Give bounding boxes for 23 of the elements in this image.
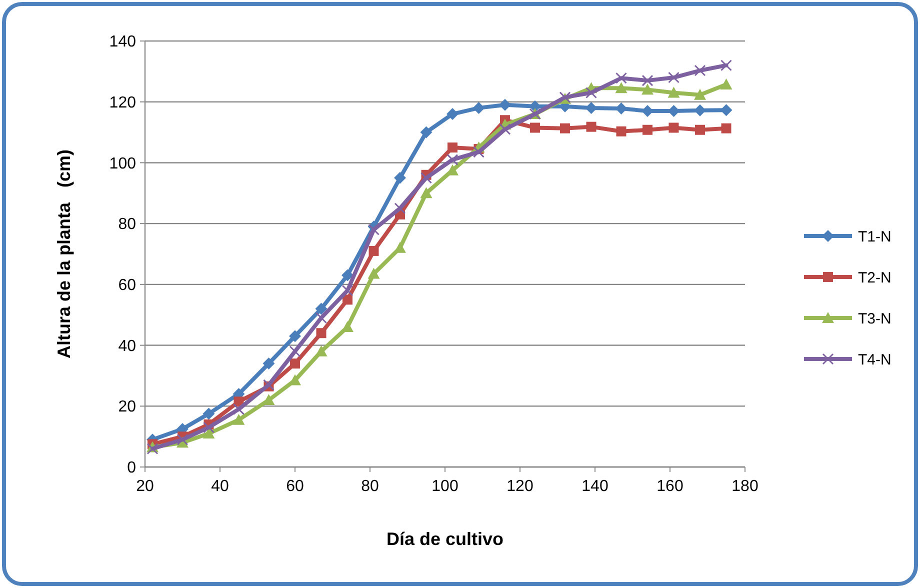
y-tick-label: 120 — [109, 94, 136, 112]
y-tick-label: 20 — [118, 398, 136, 416]
legend-label: T3-N — [858, 310, 892, 328]
y-axis-title: Altura de la planta (cm) — [54, 149, 74, 359]
x-tick-label: 20 — [136, 478, 154, 495]
legend-label: T4-N — [858, 351, 892, 368]
x-tick-label: 40 — [211, 478, 229, 495]
y-tick-label: 0 — [127, 460, 136, 477]
x-tick-label: 180 — [732, 478, 758, 495]
y-tick-label: 40 — [118, 338, 136, 355]
x-axis-title: Día de cultivo — [386, 529, 504, 549]
legend-label: T1-N — [858, 228, 892, 246]
y-tick-label: 140 — [109, 34, 136, 51]
y-tick-label: 60 — [118, 277, 136, 294]
legend-label: T2-N — [858, 269, 892, 286]
y-tick-label: 100 — [109, 155, 136, 172]
y-tick-label: 80 — [118, 216, 136, 234]
x-tick-label: 120 — [506, 478, 534, 495]
x-tick-label: 60 — [286, 478, 304, 495]
x-tick-label: 140 — [582, 478, 608, 495]
x-tick-label: 80 — [361, 478, 379, 495]
x-tick-label: 160 — [656, 478, 684, 495]
x-tick-label: 100 — [432, 478, 458, 495]
